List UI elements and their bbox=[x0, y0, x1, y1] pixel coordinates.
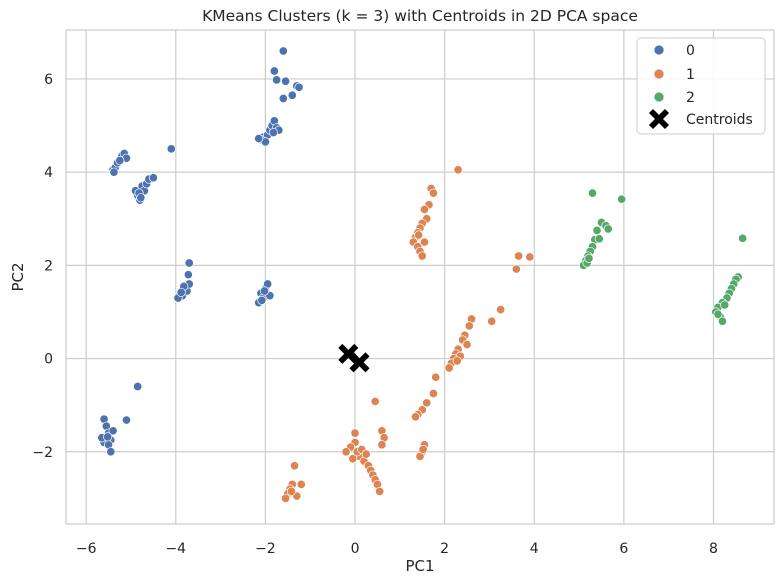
legend-box bbox=[636, 37, 766, 135]
scatter-points bbox=[97, 46, 748, 503]
scatter-point-cluster-1 bbox=[525, 252, 535, 262]
scatter-point-cluster-2 bbox=[594, 234, 604, 244]
scatter-point-cluster-0 bbox=[184, 258, 194, 268]
scatter-point-cluster-2 bbox=[713, 309, 723, 319]
scatter-point-cluster-2 bbox=[584, 253, 594, 263]
scatter-point-cluster-1 bbox=[496, 305, 506, 315]
scatter-point-cluster-1 bbox=[422, 398, 432, 408]
scatter-point-cluster-1 bbox=[417, 251, 427, 261]
x-tick-label: 6 bbox=[619, 541, 628, 557]
scatter-point-cluster-1 bbox=[419, 204, 430, 214]
scatter-point-cluster-0 bbox=[281, 76, 291, 86]
scatter-point-cluster-1 bbox=[377, 440, 387, 450]
y-axis-label: PC2 bbox=[9, 262, 27, 291]
scatter-point-cluster-0 bbox=[106, 447, 116, 457]
scatter-point-cluster-1 bbox=[462, 340, 472, 350]
scatter-point-cluster-1 bbox=[289, 461, 300, 471]
legend-label-0: 0 bbox=[686, 43, 695, 59]
scatter-point-cluster-0 bbox=[278, 93, 288, 104]
scatter-point-cluster-1 bbox=[431, 372, 441, 382]
scatter-point-cluster-1 bbox=[410, 412, 421, 422]
scatter-point-cluster-1 bbox=[428, 388, 438, 399]
legend-label-2: 2 bbox=[686, 90, 695, 106]
y-tick-label: 0 bbox=[44, 352, 53, 368]
scatter-point-cluster-2 bbox=[717, 316, 728, 326]
scatter-point-cluster-0 bbox=[136, 193, 146, 203]
scatter-point-cluster-2 bbox=[592, 225, 602, 235]
scatter-point-cluster-0 bbox=[108, 426, 118, 436]
scatter-point-cluster-1 bbox=[296, 479, 306, 489]
scatter-point-cluster-2 bbox=[617, 194, 627, 204]
scatter-point-cluster-0 bbox=[103, 432, 113, 442]
scatter-point-cluster-1 bbox=[370, 396, 380, 406]
x-tick-label: −6 bbox=[76, 541, 97, 557]
scatter-point-cluster-1 bbox=[361, 449, 371, 459]
legend-centroid-x-icon bbox=[648, 108, 670, 130]
scatter-point-cluster-0 bbox=[166, 144, 176, 154]
scatter-point-cluster-0 bbox=[272, 75, 282, 85]
scatter-point-cluster-0 bbox=[183, 270, 193, 280]
scatter-point-cluster-1 bbox=[428, 188, 438, 198]
scatter-point-cluster-0 bbox=[109, 167, 119, 177]
scatter-point-cluster-0 bbox=[259, 286, 270, 296]
scatter-point-cluster-1 bbox=[487, 316, 497, 326]
scatter-point-cluster-2 bbox=[603, 224, 613, 234]
chart-title: KMeans Clusters (k = 3) with Centroids i… bbox=[202, 7, 638, 25]
scatter-point-cluster-1 bbox=[341, 447, 351, 457]
scatter-point-cluster-1 bbox=[286, 486, 296, 496]
scatter-point-cluster-1 bbox=[281, 493, 291, 503]
scatter-point-cluster-0 bbox=[254, 134, 264, 144]
scatter-point-cluster-1 bbox=[348, 454, 358, 464]
scatter-point-cluster-1 bbox=[350, 428, 360, 438]
legend: 0 1 2 Centroids bbox=[636, 37, 766, 135]
legend-marker-0 bbox=[653, 44, 665, 56]
scatter-point-cluster-0 bbox=[269, 66, 279, 76]
scatter-point-cluster-1 bbox=[419, 237, 430, 247]
scatter-point-cluster-1 bbox=[453, 165, 463, 175]
legend-marker-centroids bbox=[648, 108, 670, 130]
legend-label-1: 1 bbox=[686, 67, 695, 83]
legend-marker-2 bbox=[653, 91, 665, 103]
x-tick-label: 2 bbox=[440, 541, 449, 557]
centroid-marker bbox=[349, 352, 370, 373]
x-tick-label: 8 bbox=[709, 541, 718, 557]
legend-marker-1 bbox=[653, 68, 665, 80]
y-axis-ticks: −2 0 2 4 6 bbox=[32, 72, 53, 461]
scatter-point-cluster-1 bbox=[375, 486, 385, 496]
scatter-point-cluster-0 bbox=[176, 287, 186, 297]
scatter-point-cluster-1 bbox=[452, 356, 462, 366]
scatter-point-cluster-1 bbox=[511, 264, 521, 274]
scatter-point-cluster-0 bbox=[257, 295, 267, 305]
legend-label-centroids: Centroids bbox=[686, 112, 753, 128]
scatter-point-cluster-1 bbox=[514, 251, 524, 261]
scatter-point-cluster-2 bbox=[738, 233, 748, 243]
x-axis-ticks: −6 −4 −2 0 2 4 6 8 bbox=[76, 541, 718, 557]
y-tick-label: 2 bbox=[44, 258, 53, 274]
scatter-point-cluster-0 bbox=[133, 381, 143, 392]
scatter-point-cluster-1 bbox=[418, 444, 428, 454]
scatter-point-cluster-1 bbox=[444, 363, 454, 373]
y-tick-label: 4 bbox=[44, 165, 53, 181]
scatter-point-cluster-0 bbox=[278, 46, 288, 56]
scatter-point-cluster-0 bbox=[115, 155, 125, 166]
scatter-point-cluster-2 bbox=[587, 188, 598, 198]
scatter-point-cluster-1 bbox=[464, 321, 474, 331]
x-axis-label: PC1 bbox=[405, 557, 434, 575]
scatter-point-cluster-1 bbox=[414, 230, 424, 240]
x-tick-label: −2 bbox=[255, 541, 276, 557]
scatter-point-cluster-0 bbox=[268, 127, 279, 138]
x-tick-label: 0 bbox=[351, 541, 360, 557]
y-tick-label: −2 bbox=[32, 445, 53, 461]
x-tick-label: −4 bbox=[165, 541, 186, 557]
centroid-markers bbox=[338, 343, 370, 373]
x-tick-label: 4 bbox=[530, 541, 539, 557]
scatter-point-cluster-0 bbox=[121, 415, 132, 425]
scatter-point-cluster-2 bbox=[720, 300, 730, 310]
scatter-point-cluster-0 bbox=[287, 90, 297, 100]
scatter-point-cluster-0 bbox=[148, 173, 158, 183]
scatter-point-cluster-0 bbox=[294, 82, 304, 92]
y-tick-label: 6 bbox=[44, 72, 53, 88]
